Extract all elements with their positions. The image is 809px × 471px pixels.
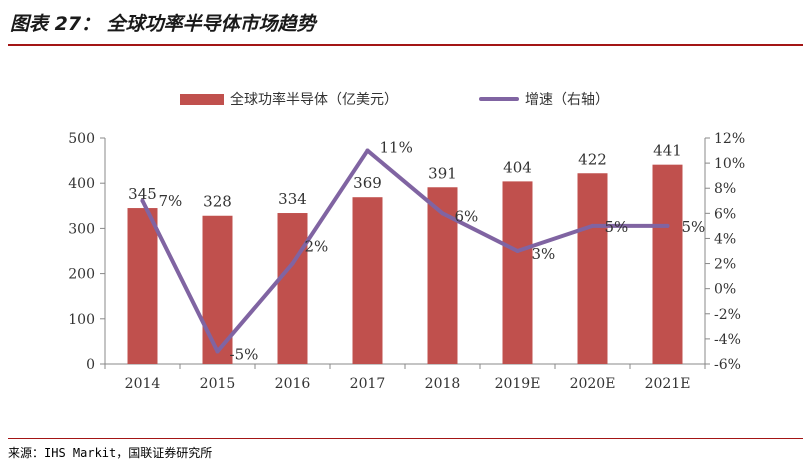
bar-value-label: 369: [353, 174, 382, 192]
bar-value-label: 404: [503, 158, 532, 176]
y-right-tick-label: 12%: [714, 131, 745, 147]
line-series: [140, 148, 670, 354]
growth-line: [140, 148, 670, 354]
chart-legend: 全球功率半导体（亿美元） 增速（右轴）: [0, 86, 809, 112]
bar-value-label: 422: [578, 150, 607, 168]
legend-item-bar: 全球功率半导体（亿美元）: [180, 86, 398, 112]
y-left-tick-label: 200: [68, 267, 95, 283]
y-right-tick-label: 6%: [714, 206, 736, 222]
growth-point: [515, 249, 520, 253]
axes: 0 100 200 300 400 500 -6% -4% -2% 0% 2% 4% 6% 8% 10% 12…: [68, 131, 745, 392]
bar-value-label: 441: [653, 142, 682, 160]
legend-label-line: 增速（右轴）: [525, 92, 609, 108]
growth-value-label: 11%: [380, 139, 413, 157]
y-right-tick-label: 8%: [714, 181, 736, 197]
bar: [127, 208, 158, 364]
bar-value-label: 391: [428, 164, 457, 182]
growth-value-label: 7%: [159, 192, 183, 210]
x-tick-label: 2017: [350, 376, 386, 392]
growth-point: [290, 261, 295, 266]
header: 图表 27： 全球功率半导体市场趋势: [0, 0, 809, 46]
y-right-tick-label: -2%: [714, 307, 741, 323]
y-right-tick-label: 0%: [714, 282, 736, 298]
x-tick-label: 2015: [200, 376, 236, 392]
y-right-tick-label: -6%: [714, 357, 741, 373]
x-tick-label: 2016: [275, 376, 311, 392]
x-tick-label: 2020E: [570, 376, 616, 392]
legend-swatch-line: [479, 97, 519, 101]
bar-value-label: 328: [203, 193, 232, 211]
legend-label-bar: 全球功率半导体（亿美元）: [230, 92, 398, 108]
header-divider: [8, 44, 803, 46]
x-tick-label: 2019E: [495, 376, 541, 392]
y-right-tick-label: -4%: [714, 332, 741, 348]
bar: [277, 213, 308, 364]
y-left-tick-label: 300: [68, 221, 95, 237]
y-left-tick-label: 0: [86, 357, 95, 373]
x-tick-label: 2018: [425, 376, 461, 392]
growth-point: [590, 223, 595, 228]
bar-value-label: 334: [278, 190, 307, 208]
y-right-tick-label: 2%: [714, 257, 736, 273]
bar-value-label: 345: [128, 185, 157, 203]
x-tick-label: 2014: [125, 376, 161, 392]
y-left-tick-label: 500: [68, 131, 95, 147]
growth-value-label: 6%: [455, 207, 479, 225]
bar: [352, 197, 383, 364]
growth-point: [365, 148, 370, 153]
growth-point: [140, 198, 145, 203]
y-right-tick-label: 4%: [714, 231, 736, 247]
y-left-tick-label: 100: [68, 312, 95, 328]
growth-value-label: -5%: [230, 345, 259, 363]
growth-point: [215, 349, 220, 354]
y-right-tick-label: 10%: [714, 156, 745, 172]
growth-value-label: 5%: [605, 218, 629, 236]
bar: [502, 181, 533, 364]
legend-item-line: 增速（右轴）: [479, 86, 609, 112]
growth-value-label: 3%: [532, 245, 556, 263]
growth-point: [665, 223, 670, 228]
source-note: 来源：IHS Markit，国联证券研究所: [8, 446, 213, 460]
growth-value-label: 2%: [305, 238, 329, 256]
bar-series: [127, 164, 683, 364]
bar: [652, 164, 683, 364]
footer-divider: [8, 438, 803, 439]
legend-swatch-bar: [180, 93, 224, 105]
data-labels: 345 328 334 369 391 404 422 441 7% -5% 2% 11% 6% 3% 5%…: [128, 139, 705, 364]
x-tick-label: 2021E: [645, 376, 691, 392]
growth-value-label: 5%: [682, 218, 706, 236]
figure-title: 图表 27： 全球功率半导体市场趋势: [10, 13, 316, 35]
y-left-tick-label: 400: [68, 176, 95, 192]
bar: [577, 173, 608, 364]
growth-point: [440, 211, 445, 216]
